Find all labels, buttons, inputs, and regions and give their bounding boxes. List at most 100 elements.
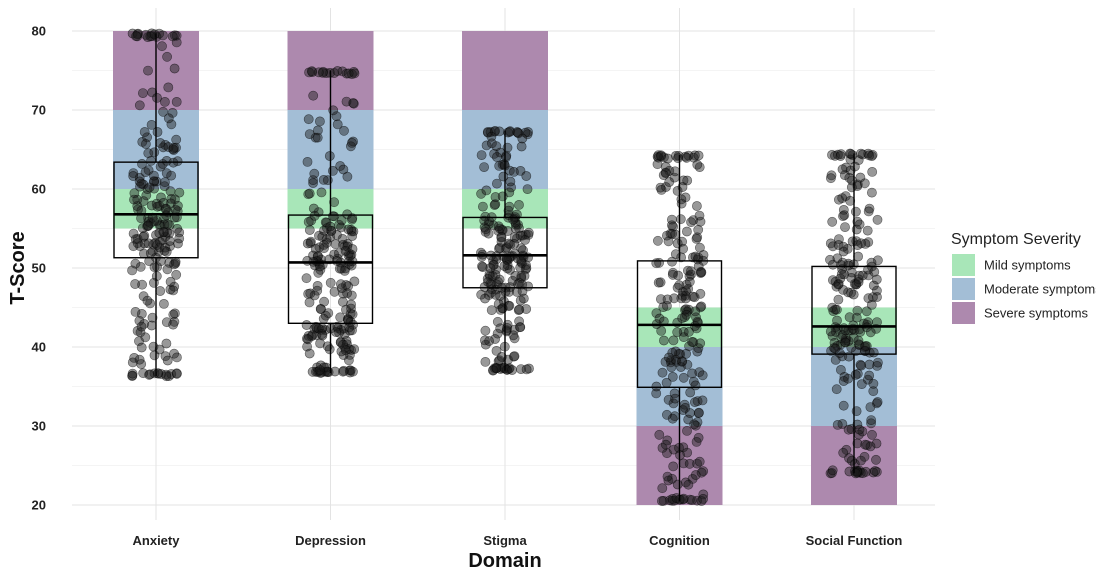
data-point bbox=[508, 330, 519, 341]
data-point bbox=[163, 113, 174, 124]
data-point bbox=[696, 467, 707, 478]
x-tick-label: Cognition bbox=[649, 533, 710, 548]
data-point bbox=[833, 149, 843, 160]
data-point bbox=[838, 241, 849, 252]
data-point bbox=[346, 224, 356, 235]
data-point bbox=[659, 335, 669, 346]
data-point bbox=[152, 93, 162, 103]
data-point bbox=[171, 134, 182, 145]
data-point bbox=[316, 187, 327, 198]
data-point bbox=[144, 369, 154, 380]
data-point bbox=[170, 256, 181, 267]
data-point bbox=[667, 269, 678, 280]
data-point bbox=[847, 236, 858, 247]
data-point bbox=[338, 366, 348, 377]
data-point bbox=[521, 364, 532, 375]
data-point bbox=[678, 493, 689, 504]
data-point bbox=[505, 176, 516, 187]
data-point bbox=[509, 238, 520, 249]
data-point bbox=[305, 288, 316, 299]
data-point bbox=[690, 306, 701, 317]
data-point bbox=[668, 444, 679, 455]
data-point bbox=[346, 137, 357, 148]
data-point bbox=[859, 178, 870, 189]
data-point bbox=[149, 29, 160, 40]
data-point bbox=[490, 192, 501, 202]
data-point bbox=[687, 368, 697, 379]
data-point bbox=[851, 206, 861, 217]
data-point bbox=[690, 380, 701, 391]
data-point bbox=[161, 338, 172, 349]
box-social-function bbox=[811, 265, 897, 355]
data-point bbox=[656, 184, 667, 195]
data-point bbox=[169, 194, 180, 205]
data-point bbox=[515, 295, 526, 306]
data-point bbox=[682, 306, 693, 317]
data-point bbox=[162, 51, 172, 62]
data-point bbox=[844, 351, 854, 362]
data-point bbox=[844, 312, 855, 323]
data-point bbox=[309, 168, 320, 179]
data-point bbox=[504, 300, 515, 311]
data-point bbox=[157, 159, 168, 169]
data-point bbox=[342, 339, 352, 350]
data-point bbox=[838, 211, 848, 221]
data-point bbox=[477, 262, 488, 272]
data-point bbox=[159, 97, 170, 107]
data-point bbox=[142, 295, 153, 306]
data-point bbox=[158, 298, 169, 309]
data-point bbox=[331, 255, 342, 266]
data-point bbox=[657, 483, 668, 494]
data-point bbox=[522, 184, 533, 194]
data-point bbox=[163, 82, 174, 93]
y-tick-label: 40 bbox=[32, 340, 46, 355]
data-point bbox=[826, 173, 836, 184]
box-plots bbox=[113, 33, 897, 502]
data-point bbox=[174, 187, 185, 198]
data-point bbox=[157, 41, 167, 52]
data-point bbox=[683, 414, 694, 425]
data-point bbox=[156, 192, 166, 203]
legend-label: Severe symptoms bbox=[984, 306, 1089, 321]
data-point bbox=[662, 471, 673, 482]
data-point bbox=[698, 493, 708, 504]
data-point bbox=[130, 279, 140, 289]
data-point bbox=[840, 222, 850, 232]
data-point bbox=[868, 378, 879, 389]
data-point bbox=[476, 251, 487, 262]
data-point bbox=[136, 321, 147, 332]
data-point bbox=[868, 280, 879, 291]
data-point bbox=[303, 334, 313, 345]
data-point bbox=[511, 286, 522, 297]
x-tick-label: Depression bbox=[295, 533, 366, 548]
data-point bbox=[672, 327, 683, 338]
data-point bbox=[315, 365, 325, 375]
data-point bbox=[694, 210, 705, 221]
data-point bbox=[304, 129, 315, 139]
data-point bbox=[686, 269, 696, 280]
data-point bbox=[860, 238, 871, 249]
data-point bbox=[147, 312, 158, 323]
data-point bbox=[651, 381, 662, 392]
data-point bbox=[863, 293, 874, 304]
data-point bbox=[145, 248, 156, 259]
data-point bbox=[308, 203, 319, 214]
data-point bbox=[521, 304, 532, 314]
data-point bbox=[132, 238, 143, 249]
data-point bbox=[134, 100, 145, 111]
data-point bbox=[860, 439, 871, 450]
data-point bbox=[169, 63, 180, 74]
data-point bbox=[862, 225, 873, 236]
legend: Symptom Severity Mild symptoms Moderate sy… bbox=[951, 231, 1096, 324]
y-tick-label: 50 bbox=[32, 261, 46, 276]
data-point bbox=[667, 413, 678, 424]
data-point bbox=[852, 216, 863, 227]
data-point bbox=[866, 257, 877, 268]
data-point bbox=[348, 98, 359, 109]
data-point bbox=[868, 467, 879, 478]
data-point bbox=[859, 451, 870, 462]
data-point bbox=[132, 194, 143, 205]
data-point bbox=[502, 226, 513, 236]
data-point bbox=[497, 191, 508, 202]
data-point bbox=[152, 127, 163, 137]
